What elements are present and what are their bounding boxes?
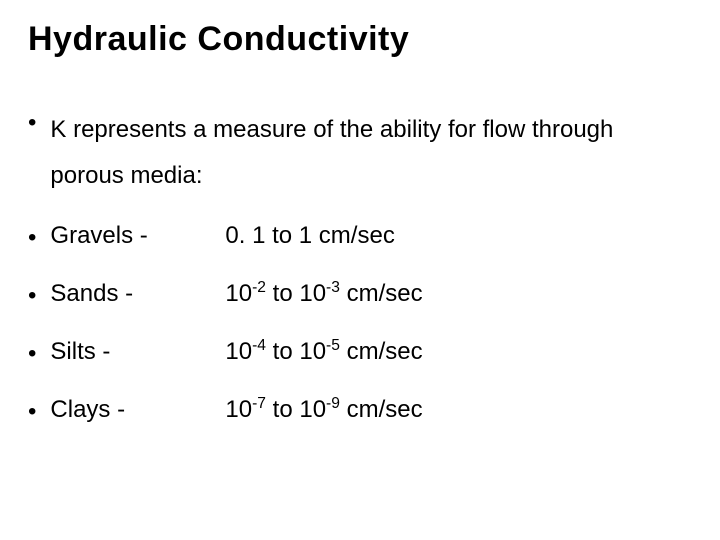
material-label: Clays - bbox=[50, 396, 225, 424]
material-label: Sands - bbox=[50, 280, 225, 308]
list-item: • Clays - 10-7 to 10-9 cm/sec bbox=[28, 396, 692, 424]
list-item: • Silts - 10-4 to 10-5 cm/sec bbox=[28, 338, 692, 366]
material-label: Silts - bbox=[50, 338, 225, 366]
material-value: 10-7 to 10-9 cm/sec bbox=[225, 396, 422, 424]
bullet-icon: • bbox=[28, 400, 36, 424]
material-label: Gravels - bbox=[50, 222, 225, 250]
materials-list: • Gravels - 0. 1 to 1 cm/sec • Sands - 1… bbox=[28, 222, 692, 424]
bullet-icon: • bbox=[28, 284, 36, 308]
intro-text: K represents a measure of the ability fo… bbox=[50, 107, 692, 198]
material-value: 10-2 to 10-3 cm/sec bbox=[225, 280, 422, 308]
material-value: 0. 1 to 1 cm/sec bbox=[225, 222, 394, 250]
bullet-icon: • bbox=[28, 342, 36, 366]
material-value: 10-4 to 10-5 cm/sec bbox=[225, 338, 422, 366]
list-item: • Sands - 10-2 to 10-3 cm/sec bbox=[28, 280, 692, 308]
bullet-icon: • bbox=[28, 111, 36, 135]
slide-title: Hydraulic Conductivity bbox=[28, 20, 692, 59]
bullet-icon: • bbox=[28, 226, 36, 250]
list-item: • Gravels - 0. 1 to 1 cm/sec bbox=[28, 222, 692, 250]
intro-bullet-item: • K represents a measure of the ability … bbox=[28, 107, 692, 198]
